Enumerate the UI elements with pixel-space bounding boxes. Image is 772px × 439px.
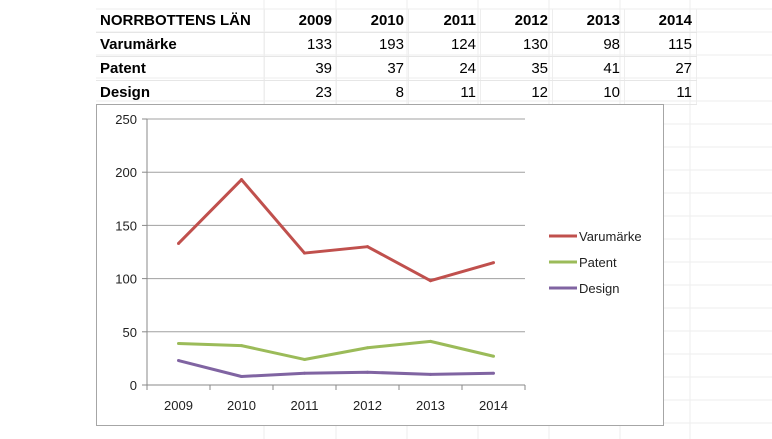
data-point xyxy=(429,339,432,343)
data-point xyxy=(177,241,180,245)
cell: 193 xyxy=(336,32,409,57)
x-tick-label: 2009 xyxy=(164,398,193,413)
cell: 12 xyxy=(480,80,553,105)
series-line-design xyxy=(178,359,494,378)
y-tick-label: 100 xyxy=(115,272,137,287)
legend-label: Design xyxy=(579,281,619,296)
legend-label: Patent xyxy=(579,255,617,270)
cell: 130 xyxy=(480,32,553,57)
cell: 124 xyxy=(408,32,481,57)
table-row: Varumärke 133 193 124 130 98 115 xyxy=(96,32,697,57)
y-tick-label: 150 xyxy=(115,218,137,233)
data-point xyxy=(429,372,432,376)
data-point xyxy=(429,279,432,283)
x-tick-label: 2010 xyxy=(227,398,256,413)
series-line-patent xyxy=(178,339,494,361)
data-point xyxy=(177,342,180,346)
cell: 35 xyxy=(480,56,553,81)
year-header: 2014 xyxy=(624,9,697,33)
data-point xyxy=(240,344,243,348)
data-point xyxy=(366,245,369,249)
cell: 11 xyxy=(408,80,481,105)
series-line-varumärke xyxy=(177,178,494,283)
y-tick-label: 250 xyxy=(115,112,137,127)
data-point xyxy=(240,178,243,182)
cell: 39 xyxy=(264,56,337,81)
cell: 37 xyxy=(336,56,409,81)
x-tick-label: 2014 xyxy=(479,398,508,413)
cell: 41 xyxy=(552,56,625,81)
x-tick-label: 2012 xyxy=(353,398,382,413)
data-point xyxy=(492,354,495,358)
cell: 10 xyxy=(552,80,625,105)
table-row: Patent 39 37 24 35 41 27 xyxy=(96,56,697,81)
data-point xyxy=(492,371,495,375)
cell: 98 xyxy=(552,32,625,57)
table-header-label: NORRBOTTENS LÄN xyxy=(96,9,265,33)
y-tick-label: 200 xyxy=(115,165,137,180)
table-row: Design 23 8 11 12 10 11 xyxy=(96,80,697,105)
cell: 24 xyxy=(408,56,481,81)
data-point xyxy=(303,357,306,361)
data-point xyxy=(366,346,369,350)
y-tick-label: 50 xyxy=(123,325,137,340)
cell: 133 xyxy=(264,32,337,57)
data-point xyxy=(240,374,243,378)
row-label: Varumärke xyxy=(96,32,265,57)
year-header: 2012 xyxy=(480,9,553,33)
table-header-row: NORRBOTTENS LÄN 2009 2010 2011 2012 2013… xyxy=(96,9,697,33)
legend-label: Varumärke xyxy=(579,229,642,244)
y-tick-label: 0 xyxy=(130,378,137,393)
data-point xyxy=(492,261,495,265)
row-label: Design xyxy=(96,80,265,105)
year-header: 2013 xyxy=(552,9,625,33)
cell: 115 xyxy=(624,32,697,57)
data-table: NORRBOTTENS LÄN 2009 2010 2011 2012 2013… xyxy=(96,9,697,105)
year-header: 2011 xyxy=(408,9,481,33)
cell: 27 xyxy=(624,56,697,81)
cell: 11 xyxy=(624,80,697,105)
x-tick-label: 2011 xyxy=(291,398,319,413)
x-tick-label: 2013 xyxy=(416,398,445,413)
year-header: 2009 xyxy=(264,9,337,33)
cell: 23 xyxy=(264,80,337,105)
chart-svg: 0 50 100 150 200 250 2009 2010 2011 2012 2013 2014 V… xyxy=(115,112,642,413)
data-point xyxy=(366,370,369,374)
cell: 8 xyxy=(336,80,409,105)
data-point xyxy=(303,371,306,375)
line-chart: 0 50 100 150 200 250 2009 2010 2011 2012 2013 2014 V… xyxy=(96,104,664,426)
row-label: Patent xyxy=(96,56,265,81)
year-header: 2010 xyxy=(336,9,409,33)
data-point xyxy=(303,251,306,255)
data-point xyxy=(177,359,180,363)
